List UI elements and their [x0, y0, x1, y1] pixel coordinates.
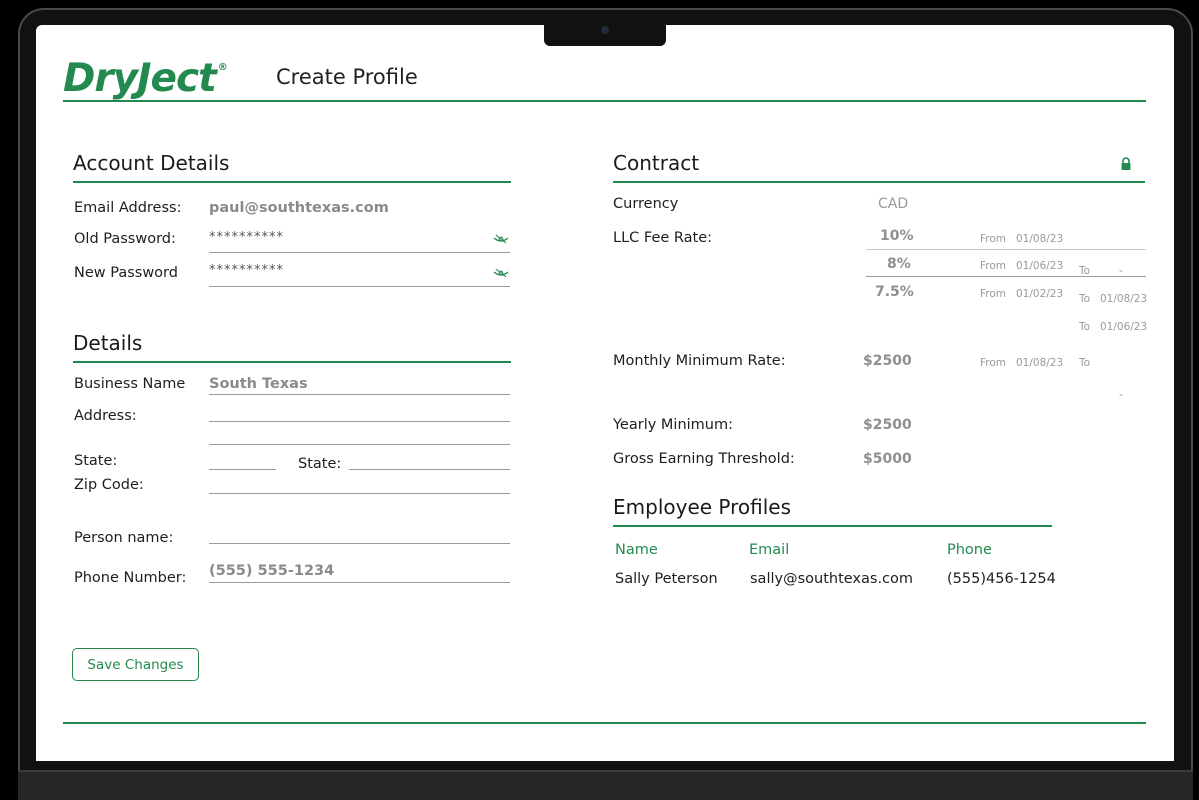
phone-number-underline: [209, 582, 510, 583]
new-password-label: New Password: [74, 265, 178, 281]
page-title: Create Profile: [276, 65, 418, 89]
old-password-field[interactable]: **********: [209, 230, 284, 245]
rate-row-divider: [866, 249, 1146, 250]
person-name-label: Person name:: [74, 530, 174, 546]
details-divider: [73, 361, 511, 363]
monthly-minimum-label: Monthly Minimum Rate:: [613, 353, 786, 369]
business-name-field[interactable]: South Texas: [209, 376, 308, 392]
rate-value: 7.5%: [875, 284, 914, 300]
email-value: paul@southtexas.com: [209, 200, 389, 216]
rate-from-date: 01/02/23: [1016, 288, 1064, 300]
person-name-field[interactable]: [209, 543, 510, 544]
state-2-field[interactable]: [349, 469, 510, 470]
monthly-to-label: To: [1079, 357, 1091, 369]
currency-label: Currency: [613, 196, 679, 212]
account-details-title: Account Details: [73, 151, 230, 175]
rate-from-date: 01/08/23: [1016, 233, 1064, 245]
eye-slash-icon[interactable]: [493, 233, 509, 245]
yearly-minimum-label: Yearly Minimum:: [613, 417, 734, 433]
rate-value: 10%: [880, 228, 914, 244]
gross-earning-label: Gross Earning Threshold:: [613, 451, 795, 467]
rate-to-date: 01/06/23: [1100, 321, 1148, 333]
rate-to-date: -: [1119, 265, 1123, 277]
gross-earning-value: $5000: [863, 451, 912, 467]
contract-divider: [613, 181, 1145, 183]
rate-to-date: 01/08/23: [1100, 293, 1148, 305]
rate-to-label: To: [1079, 293, 1091, 305]
column-header-phone: Phone: [947, 542, 992, 558]
state-label: State:: [74, 453, 118, 469]
employee-name[interactable]: Sally Peterson: [615, 571, 718, 587]
logo-text: DryJect: [63, 56, 217, 101]
phone-number-label: Phone Number:: [74, 570, 187, 586]
state-2-label: State:: [298, 456, 342, 472]
email-label: Email Address:: [74, 200, 182, 216]
zip-code-field[interactable]: [209, 493, 510, 494]
column-header-name: Name: [615, 542, 658, 558]
zip-code-label: Zip Code:: [74, 477, 144, 493]
rate-to-label: To: [1079, 321, 1091, 333]
rate-from-date: 01/06/23: [1016, 260, 1064, 272]
address-line-1[interactable]: [209, 421, 510, 422]
llc-fee-rate-label: LLC Fee Rate:: [613, 230, 713, 246]
app-screen: DryJect ® Create Profile Account Details …: [36, 25, 1174, 761]
rate-from-label: From: [980, 288, 1007, 300]
old-password-label: Old Password:: [74, 231, 176, 247]
old-password-underline: [209, 252, 510, 253]
lock-icon: [1121, 157, 1131, 170]
address-line-2[interactable]: [209, 444, 510, 445]
rate-from-label: From: [980, 233, 1007, 245]
save-changes-button[interactable]: Save Changes: [72, 648, 199, 681]
column-header-email: Email: [749, 542, 790, 558]
state-field[interactable]: [209, 469, 276, 470]
business-name-label: Business Name: [74, 376, 186, 392]
employee-profiles-divider: [613, 525, 1052, 527]
business-name-underline: [209, 394, 510, 395]
currency-value: CAD: [878, 196, 909, 212]
rate-from-label: From: [980, 260, 1007, 272]
header-divider: [63, 100, 1146, 102]
phone-number-field[interactable]: (555) 555-1234: [209, 563, 335, 579]
dryject-logo: DryJect ®: [63, 56, 228, 101]
eye-slash-icon[interactable]: [493, 267, 509, 279]
new-password-field[interactable]: **********: [209, 263, 284, 278]
new-password-underline: [209, 286, 510, 287]
details-title: Details: [73, 331, 143, 355]
camera-notch: [544, 25, 666, 46]
logo-registered-mark: ®: [217, 62, 228, 73]
employee-phone[interactable]: (555)456-1254: [947, 571, 1056, 587]
employee-profiles-title: Employee Profiles: [613, 495, 792, 519]
yearly-minimum-value: $2500: [863, 417, 912, 433]
camera-icon: [601, 26, 609, 34]
laptop-base: [18, 770, 1193, 800]
employee-email[interactable]: sally@southtexas.com: [750, 571, 914, 587]
rate-value: 8%: [887, 256, 911, 272]
monthly-to-date: -: [1119, 389, 1123, 401]
address-label: Address:: [74, 408, 137, 424]
rate-row-divider: [866, 276, 1146, 277]
contract-title: Contract: [613, 151, 700, 175]
monthly-from-date: 01/08/23: [1016, 357, 1064, 369]
account-details-divider: [73, 181, 511, 183]
rate-to-label: To: [1079, 265, 1091, 277]
monthly-minimum-value: $2500: [863, 353, 912, 369]
monthly-from-label: From: [980, 357, 1007, 369]
footer-divider: [63, 722, 1146, 724]
